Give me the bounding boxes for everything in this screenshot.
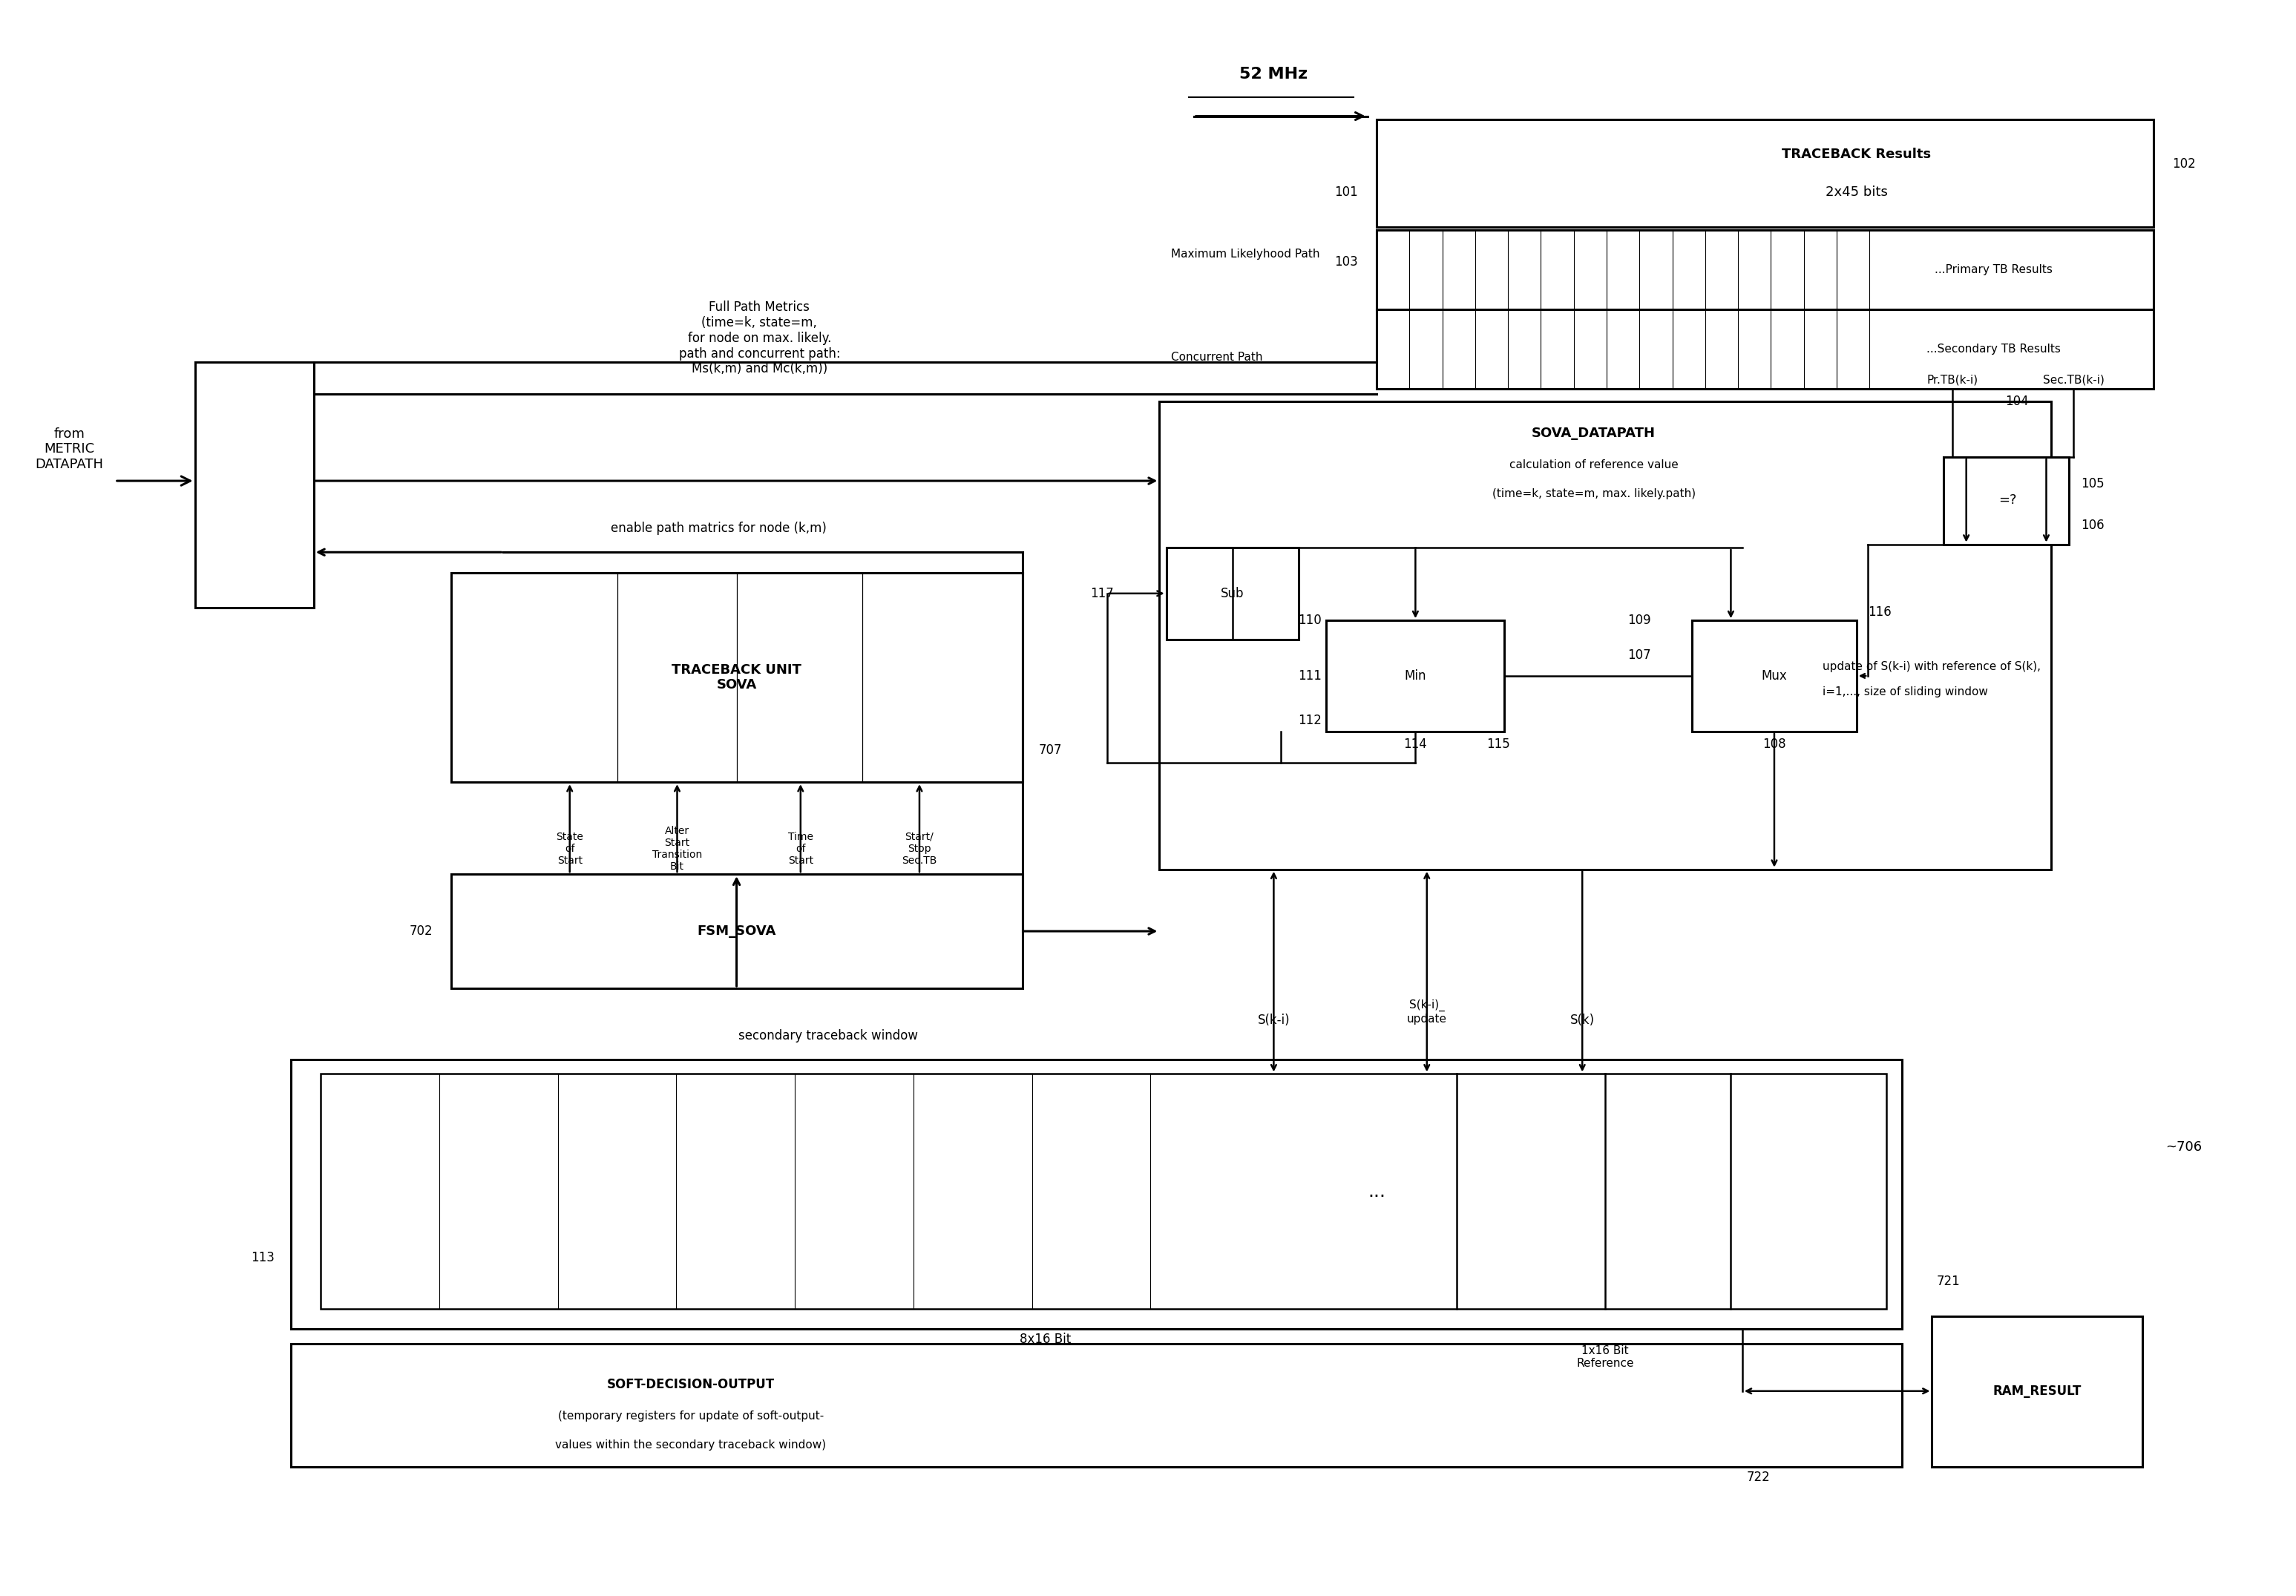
Text: Alter
Start
Transition
Bit: Alter Start Transition Bit [652,825,703,871]
Text: 112: 112 [1297,713,1322,728]
Bar [1931,1317,2142,1467]
Text: 110: 110 [1297,614,1322,627]
Text: (time=k, state=m, max. likely.path): (time=k, state=m, max. likely.path) [1492,488,1694,500]
Bar [321,1074,1887,1309]
Text: 114: 114 [1403,737,1428,752]
Bar [450,875,1022,988]
Text: enable path matrics for node (k,m): enable path matrics for node (k,m) [611,522,827,535]
Bar [292,1344,1903,1467]
Text: 721: 721 [1936,1275,1961,1288]
Text: State
of
Start: State of Start [556,832,583,867]
Text: RAM_RESULT: RAM_RESULT [1993,1384,2082,1398]
Bar [1942,456,2069,544]
Text: S(k): S(k) [1570,1013,1596,1026]
Text: TRACEBACK Results: TRACEBACK Results [1782,147,1931,161]
Text: TRACEBACK UNIT
SOVA: TRACEBACK UNIT SOVA [673,662,801,693]
Text: SOVA_DATAPATH: SOVA_DATAPATH [1531,426,1655,440]
Text: Concurrent Path: Concurrent Path [1171,351,1263,362]
Text: 109: 109 [1628,614,1651,627]
Text: Sec.TB(k-i): Sec.TB(k-i) [2043,375,2105,386]
Text: from
METRIC
DATAPATH: from METRIC DATAPATH [34,428,103,471]
Text: Sub: Sub [1221,587,1244,600]
Bar [450,573,1022,782]
Text: ...Secondary TB Results: ...Secondary TB Results [1926,343,2062,354]
Text: (temporary registers for update of soft-output-: (temporary registers for update of soft-… [558,1411,824,1422]
Text: 707: 707 [1038,744,1061,757]
Text: update of S(k-i) with reference of S(k),: update of S(k-i) with reference of S(k), [1823,661,2041,672]
Bar [1692,621,1857,731]
Text: Min: Min [1405,669,1426,683]
Bar [1378,310,2154,389]
Text: FSM_SOVA: FSM_SOVA [698,924,776,938]
Bar [1159,402,2050,870]
Text: 113: 113 [250,1251,276,1264]
Text: S(k-i): S(k-i) [1258,1013,1290,1026]
Bar [1166,547,1300,640]
Text: 107: 107 [1628,648,1651,662]
Text: 702: 702 [409,924,432,938]
Text: Mux: Mux [1761,669,1786,683]
Text: Pr.TB(k-i): Pr.TB(k-i) [1926,375,1979,386]
Text: S(k-i)_
update: S(k-i)_ update [1407,999,1446,1025]
Text: ...: ... [1368,1183,1384,1200]
Bar [1327,621,1504,731]
Text: 108: 108 [1763,737,1786,752]
Text: 2x45 bits: 2x45 bits [1825,185,1887,200]
Text: 116: 116 [1869,606,1892,619]
Text: values within the secondary traceback window): values within the secondary traceback wi… [556,1440,827,1451]
Text: 1x16 Bit
Reference: 1x16 Bit Reference [1577,1345,1635,1369]
Text: 102: 102 [2172,156,2195,171]
Bar [1378,120,2154,227]
Text: calculation of reference value: calculation of reference value [1508,460,1678,471]
Text: 52 MHz: 52 MHz [1240,67,1309,81]
Text: 105: 105 [2080,477,2103,490]
Bar [292,1060,1903,1329]
Bar [1378,230,2154,310]
Text: 104: 104 [2004,394,2030,409]
Text: 115: 115 [1486,737,1511,752]
Text: =?: =? [1998,493,2016,506]
Text: SOFT-DECISION-OUTPUT: SOFT-DECISION-OUTPUT [606,1377,774,1392]
Text: Maximum Likelyhood Path: Maximum Likelyhood Path [1171,249,1320,260]
Text: 101: 101 [1334,185,1359,200]
Text: ...Primary TB Results: ...Primary TB Results [1936,265,2053,276]
Text: secondary traceback window: secondary traceback window [739,1029,918,1042]
Text: i=1,..., size of sliding window: i=1,..., size of sliding window [1823,686,1988,697]
Text: 722: 722 [1747,1470,1770,1484]
Text: Full Path Metrics
(time=k, state=m,
for node on max. likely.
path and concurrent: Full Path Metrics (time=k, state=m, for … [680,300,840,375]
Text: 8x16 Bit: 8x16 Bit [1019,1333,1070,1345]
Text: ~706: ~706 [2165,1140,2202,1154]
Text: 117: 117 [1091,587,1114,600]
Text: Time
of
Start: Time of Start [788,832,813,867]
Text: 111: 111 [1297,669,1322,683]
Text: 106: 106 [2080,519,2103,531]
Text: 103: 103 [1334,255,1359,268]
Bar [195,362,315,608]
Text: Start/
Stop
Sec.TB: Start/ Stop Sec.TB [902,832,937,867]
